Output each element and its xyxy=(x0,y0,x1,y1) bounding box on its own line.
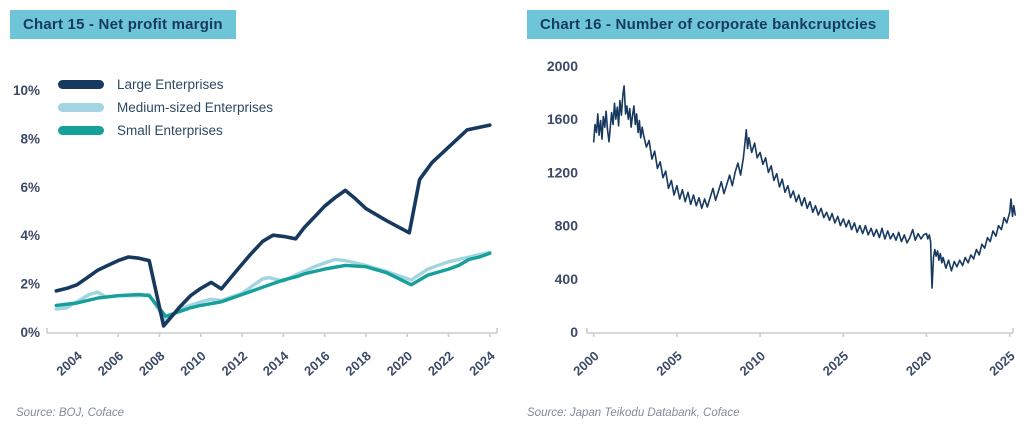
legend-item-small: Small Enterprises xyxy=(58,119,273,142)
chart15-series-line-0 xyxy=(54,123,492,328)
legend-label-small-enterprises: Small Enterprises xyxy=(117,123,223,138)
chart15-legend: Large Enterprises Medium-sized Enterpris… xyxy=(58,73,273,142)
chart16-x-tick-label: 2000 xyxy=(570,348,602,378)
chart15-y-tick-label: 4% xyxy=(20,228,40,243)
chart15-x-tick-label: 2018 xyxy=(342,348,374,378)
chart15-x-tick-label: 2024 xyxy=(466,348,498,379)
chart16-x-tick-label: 2005 xyxy=(653,348,685,378)
chart16-x-tick-label: 2020 xyxy=(903,348,935,378)
legend-item-large: Large Enterprises xyxy=(58,73,273,96)
legend-item-medium: Medium-sized Enterprises xyxy=(58,96,273,119)
legend-swatch-small-enterprises xyxy=(58,126,104,135)
chart15-x-tick-label: 2006 xyxy=(95,348,127,378)
chart15-x-tick-label: 2020 xyxy=(384,348,416,378)
chart16-series-line-0 xyxy=(592,85,1017,289)
chart15-y-tick-label: 2% xyxy=(20,277,40,292)
chart15-x-tick-label: 2014 xyxy=(260,348,292,379)
legend-swatch-large-enterprises xyxy=(58,80,104,89)
chart16-x-axis xyxy=(586,328,1014,337)
chart15-x-tick-label: 2016 xyxy=(301,348,333,378)
chart16-plot: 0 400 800 1200 1600 2000 2000 2005 2010 2025 2020 2… xyxy=(547,58,1018,379)
chart15-y-tick-label: 10% xyxy=(13,83,40,98)
chart15-x-tick-label: 2022 xyxy=(425,348,457,378)
chart15-x-tick-label: 2010 xyxy=(177,348,209,378)
chart15-x-tick-label: 2012 xyxy=(219,348,251,378)
legend-label-medium-enterprises: Medium-sized Enterprises xyxy=(117,100,274,115)
chart15-x-axis xyxy=(46,328,498,337)
chart15-y-tick-label: 6% xyxy=(20,180,40,195)
chart15-series-line-2 xyxy=(54,251,492,318)
chart16-x-tick-label: 2010 xyxy=(737,348,769,378)
chart16-source: Source: Japan Teikodu Databank, Coface xyxy=(527,407,740,419)
chart16-y-tick-label: 0 xyxy=(570,324,578,340)
chart15-y-tick-label: 8% xyxy=(20,131,40,146)
chart15-y-tick-label: 0% xyxy=(20,325,40,340)
chart16-y-tick-label: 2000 xyxy=(547,58,578,74)
chart15-x-tick-label: 2008 xyxy=(136,348,168,378)
chart15-series-line-1 xyxy=(54,250,492,323)
chart15-title: Chart 15 - Net profit margin xyxy=(10,10,236,39)
chart16-x-tick-label: 2025 xyxy=(986,348,1018,378)
legend-label-large-enterprises: Large Enterprises xyxy=(117,77,224,92)
chart16-y-tick-label: 800 xyxy=(555,218,579,234)
chart16-y-tick-label: 1200 xyxy=(547,164,578,180)
chart16-title: Chart 16 - Number of corporate bankcrupt… xyxy=(527,10,890,39)
chart16-y-tick-label: 400 xyxy=(555,271,579,287)
legend-swatch-medium-enterprises xyxy=(58,103,104,112)
chart16-y-tick-label: 1600 xyxy=(547,111,578,127)
chart15-source: Source: BOJ, Coface xyxy=(16,407,125,419)
chart16-x-tick-label: 2025 xyxy=(820,348,852,378)
chart15-x-tick-label: 2004 xyxy=(53,348,85,379)
